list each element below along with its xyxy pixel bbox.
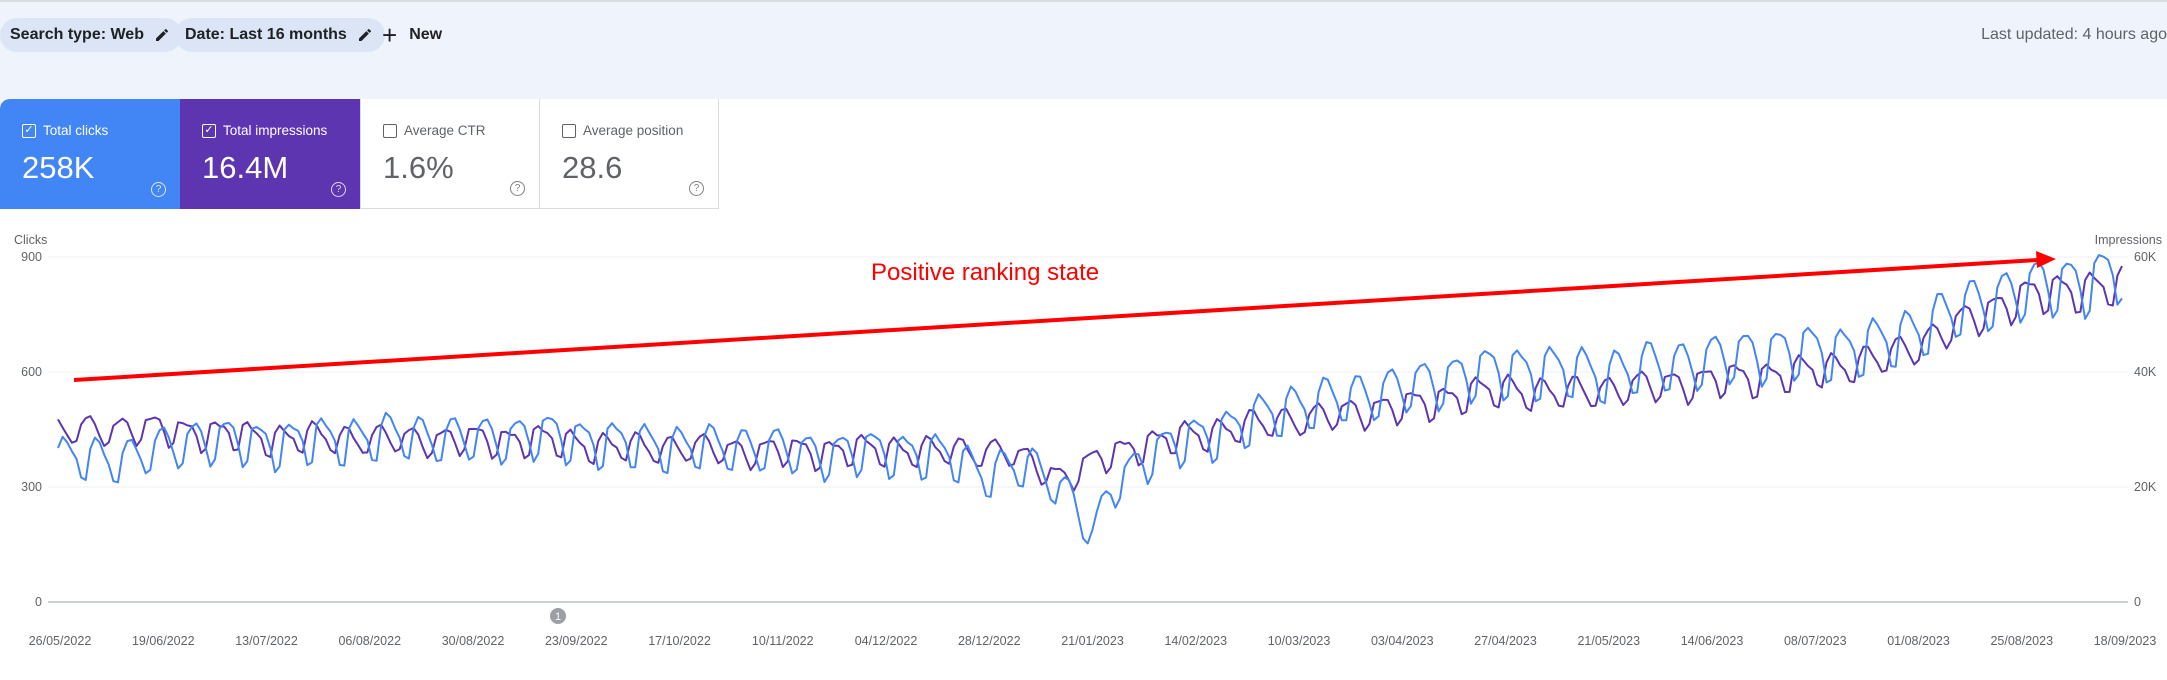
new-filter-label: New — [409, 26, 443, 43]
left-tick-label: 900 — [21, 250, 42, 264]
search-type-chip-label: Search type: Web — [10, 26, 144, 43]
filter-toolbar: Search type: Web Date: Last 16 months + … — [0, 14, 2167, 56]
help-icon[interactable]: ? — [331, 182, 346, 197]
metric-label-row: ✓ Total clicks — [22, 123, 180, 138]
x-tick-label: 04/12/2022 — [855, 634, 918, 648]
x-tick-label: 13/07/2022 — [235, 634, 298, 648]
metric-label: Total clicks — [43, 123, 109, 138]
annotation-marker — [550, 608, 566, 624]
x-tick-label: 21/01/2023 — [1061, 634, 1124, 648]
right-tick-label: 40K — [2134, 365, 2157, 379]
impressions-series-line — [57, 265, 2123, 492]
x-tick-label: 19/06/2022 — [132, 634, 195, 648]
date-chip-label: Date: Last 16 months — [185, 26, 347, 43]
date-range-chip[interactable]: Date: Last 16 months — [175, 18, 385, 52]
annotation-arrow-line — [73, 258, 2039, 382]
left-tick-label: 300 — [21, 480, 42, 494]
x-tick-label: 25/08/2023 — [1990, 634, 2053, 648]
metric-label: Average position — [583, 123, 684, 138]
left-axis-title: Clicks — [14, 233, 47, 247]
metric-value: 28.6 — [562, 150, 623, 185]
x-tick-label: 27/04/2023 — [1474, 634, 1537, 648]
edit-pencil-icon — [155, 28, 168, 41]
metric-value: 258K — [22, 150, 95, 185]
x-tick-label: 21/05/2023 — [1577, 634, 1640, 648]
x-tick-label: 14/02/2023 — [1164, 634, 1227, 648]
metric-label: Average CTR — [404, 123, 486, 138]
x-tick-label: 17/10/2022 — [648, 634, 711, 648]
x-tick-label: 14/06/2023 — [1681, 634, 1744, 648]
edit-pencil-icon — [358, 28, 371, 41]
right-tick-label: 0 — [2134, 595, 2141, 609]
help-icon[interactable]: ? — [151, 182, 166, 197]
left-tick-label: 600 — [21, 365, 42, 379]
metric-card-total-clicks[interactable]: ✓ Total clicks 258K ? — [0, 99, 180, 209]
metric-label: Total impressions — [223, 123, 328, 138]
checkbox-unchecked-icon[interactable] — [562, 123, 576, 138]
x-tick-label: 18/09/2023 — [2094, 634, 2157, 648]
checkbox-checked-icon[interactable]: ✓ — [22, 123, 36, 138]
right-axis-title: Impressions — [2095, 233, 2162, 247]
top-divider — [0, 0, 2167, 2]
x-tick-label: 28/12/2022 — [958, 634, 1021, 648]
x-tick-label: 10/11/2022 — [752, 634, 814, 648]
x-tick-label: 08/07/2023 — [1784, 634, 1847, 648]
clicks-series-line — [57, 254, 2123, 545]
metric-value: 1.6% — [383, 150, 454, 185]
checkbox-checked-icon[interactable]: ✓ — [202, 123, 216, 138]
x-tick-label: 23/09/2022 — [545, 634, 608, 648]
search-type-chip[interactable]: Search type: Web — [0, 18, 182, 52]
plus-icon: + — [382, 20, 398, 50]
performance-panel: ✓ Total clicks 258K ? ✓ Total impression… — [0, 99, 2167, 680]
annotation-arrowhead — [2036, 251, 2056, 268]
new-filter-button[interactable]: + New — [382, 18, 442, 52]
x-tick-label: 10/03/2023 — [1268, 634, 1331, 648]
metric-label-row: ✓ Total impressions — [202, 123, 360, 138]
metric-card-average-position[interactable]: Average position 28.6 ? — [539, 99, 719, 209]
annotation-marker-label: 1 — [555, 611, 561, 623]
help-icon[interactable]: ? — [510, 181, 525, 196]
metric-card-average-ctr[interactable]: Average CTR 1.6% ? — [360, 99, 540, 209]
annotation-text: Positive ranking state — [871, 259, 1099, 286]
metric-card-total-impressions[interactable]: ✓ Total impressions 16.4M ? — [180, 99, 360, 209]
x-tick-label: 26/05/2022 — [29, 634, 92, 648]
right-tick-label: 20K — [2134, 480, 2157, 494]
left-tick-label: 0 — [35, 595, 42, 609]
x-tick-label: 06/08/2022 — [338, 634, 401, 648]
metric-value: 16.4M — [202, 150, 289, 185]
right-tick-label: 60K — [2134, 250, 2157, 264]
metric-label-row: Average position — [562, 123, 718, 138]
last-updated-text: Last updated: 4 hours ago — [1981, 26, 2167, 43]
help-icon[interactable]: ? — [689, 181, 704, 196]
metric-label-row: Average CTR — [383, 123, 539, 138]
checkbox-unchecked-icon[interactable] — [383, 123, 397, 138]
x-tick-label: 01/08/2023 — [1887, 634, 1950, 648]
x-tick-label: 30/08/2022 — [442, 634, 505, 648]
x-tick-label: 03/04/2023 — [1371, 634, 1434, 648]
